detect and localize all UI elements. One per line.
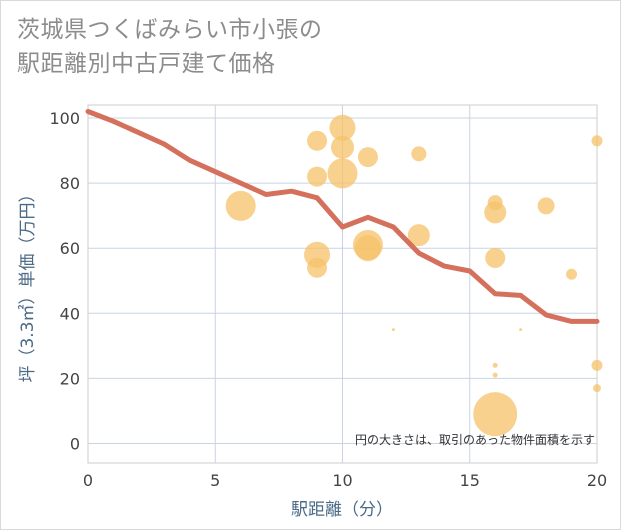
average-price-line xyxy=(85,109,600,324)
y-tick-labels: 0 20 40 60 80 100 xyxy=(49,109,80,453)
bubble-size-note: 円の大きさは、取引のあった物件面積を示す xyxy=(355,432,595,447)
data-bubble xyxy=(485,247,506,268)
x-tick-label: 20 xyxy=(587,471,607,490)
data-bubble xyxy=(391,328,395,332)
bubble-series xyxy=(225,114,603,437)
data-bubble xyxy=(492,372,498,378)
y-tick-label: 0 xyxy=(70,434,80,453)
data-bubble xyxy=(473,392,518,437)
data-bubble xyxy=(407,224,430,247)
grid-lines xyxy=(88,105,597,463)
data-bubble xyxy=(566,268,578,280)
data-bubble xyxy=(307,257,328,278)
x-tick-labels: 0 5 10 15 20 xyxy=(83,471,607,490)
data-bubble xyxy=(484,201,507,224)
y-axis-title: 坪（3.3㎡）単価（万円） xyxy=(18,185,38,382)
y-tick-label: 20 xyxy=(60,369,80,388)
price-line-series xyxy=(85,109,600,324)
chart-title: 茨城県つくばみらい市小張の 駅距離別中古戸建て価格 xyxy=(17,13,323,81)
y-tick-label: 80 xyxy=(60,174,80,193)
x-tick-label: 15 xyxy=(460,471,480,490)
data-bubble xyxy=(519,328,523,332)
data-bubble xyxy=(591,359,603,371)
y-tick-label: 100 xyxy=(49,109,80,128)
data-bubble xyxy=(357,147,378,168)
x-tick-label: 0 xyxy=(83,471,93,490)
x-axis-title: 駅距離（分） xyxy=(291,500,393,520)
x-tick-label: 5 xyxy=(210,471,220,490)
data-bubble xyxy=(225,190,256,221)
data-bubble xyxy=(307,166,328,187)
data-bubble xyxy=(307,130,328,151)
data-bubble xyxy=(537,197,555,215)
chart-title-line-1: 茨城県つくばみらい市小張の xyxy=(17,17,323,43)
data-bubble xyxy=(331,135,354,159)
y-tick-label: 60 xyxy=(60,239,80,258)
data-bubble xyxy=(411,146,427,162)
data-bubble xyxy=(593,384,601,393)
y-tick-label: 40 xyxy=(60,304,80,323)
data-bubble xyxy=(354,235,381,262)
chart-title-line-2: 駅距離別中古戸建て価格 xyxy=(17,51,276,77)
data-bubble xyxy=(591,135,603,147)
x-tick-label: 10 xyxy=(332,471,352,490)
data-bubble xyxy=(329,114,356,141)
data-bubble xyxy=(492,362,498,368)
data-bubble xyxy=(327,158,358,189)
